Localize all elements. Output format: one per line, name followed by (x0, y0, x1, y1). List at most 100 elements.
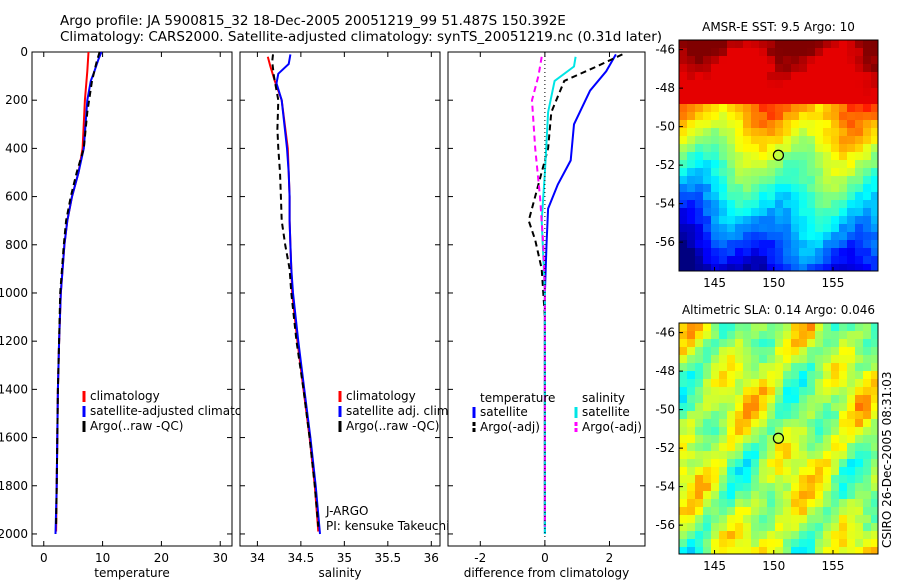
sla_map-cell (719, 451, 727, 459)
sst_map-cell (783, 216, 791, 224)
sla_map-cell (711, 467, 719, 475)
sst_map-cell (791, 120, 799, 128)
sst_map-cell (799, 72, 807, 80)
sla_map-cell (815, 323, 823, 331)
sst_map-cell (863, 240, 871, 248)
sla_map-cell (703, 483, 711, 491)
sla_map-cell (767, 331, 775, 339)
sla_map-cell (823, 547, 831, 554)
sst_map-cell (807, 176, 815, 184)
sla_map-cell (799, 459, 807, 467)
sst_map-cell (871, 56, 878, 64)
sst_map-cell (767, 136, 775, 144)
sla_map-cell (871, 379, 878, 387)
sst_map-cell (743, 184, 751, 192)
sst_map-cell (823, 72, 831, 80)
sst_map-cell (759, 192, 767, 200)
sla_map-cell (855, 371, 863, 379)
sla_map-cell (871, 395, 878, 403)
sst_map-cell (791, 176, 799, 184)
sst_map-cell (703, 128, 711, 136)
sst_map-cell (711, 120, 719, 128)
sst_map-cell (823, 144, 831, 152)
sst_map-cell (751, 240, 759, 248)
sst_map-cell (815, 216, 823, 224)
sla_map-cell (711, 507, 719, 515)
sst_map-cell (815, 256, 823, 264)
sla_map-cell (727, 507, 735, 515)
sst_map-cell (687, 128, 695, 136)
sst_map-cell (679, 192, 687, 200)
sla_map-cell (839, 323, 847, 331)
sla_map-cell (751, 515, 759, 523)
sst_map-cell (855, 144, 863, 152)
sla_map-cell (791, 435, 799, 443)
sst_map-ytick-label: -52 (655, 158, 675, 172)
sst_map-cell (871, 48, 878, 56)
sst_map-cell (839, 176, 847, 184)
salinity-legend-label: Argo(..raw -QC) (346, 419, 439, 433)
sst_map-cell (703, 240, 711, 248)
sla_map-cell (727, 395, 735, 403)
sla_map-cell (679, 451, 687, 459)
sla_map-cell (775, 475, 783, 483)
sst_map-cell (703, 88, 711, 96)
sst_map-cell (839, 80, 847, 88)
sst_map-cell (743, 120, 751, 128)
difference-legend-label-left: Argo(-adj) (480, 420, 540, 434)
sla_map-cell (855, 355, 863, 363)
sla_map-cell (775, 435, 783, 443)
difference-legend-header-salinity: salinity (582, 391, 625, 405)
sst_map-cell (847, 152, 855, 160)
sla_map-cell (743, 523, 751, 531)
sst_map-cell (767, 88, 775, 96)
sst_map-cell (703, 48, 711, 56)
sla_map-cell (831, 443, 839, 451)
sst_map-cell (719, 40, 727, 48)
sla_map-cell (679, 331, 687, 339)
sst_map-cell (799, 152, 807, 160)
sla_map-cell (719, 419, 727, 427)
sla_map-cell (759, 427, 767, 435)
sst_map-cell (855, 264, 863, 271)
sst_map-cell (839, 192, 847, 200)
sst_map-cell (711, 240, 719, 248)
sst_map-cell (783, 64, 791, 72)
sst_map-cell (751, 48, 759, 56)
sla_map-cell (799, 395, 807, 403)
sla_map-cell (703, 459, 711, 467)
sst_map-cell (791, 208, 799, 216)
sla_map-cell (775, 459, 783, 467)
sla_map-cell (847, 435, 855, 443)
sla_map-cell (727, 331, 735, 339)
sst_map-cell (719, 176, 727, 184)
sla_map-cell (743, 467, 751, 475)
sla_map-cell (735, 531, 743, 539)
sst_map-cell (711, 160, 719, 168)
sst_map-cell (751, 128, 759, 136)
sla_map-cell (863, 539, 871, 547)
sla_map-cell (759, 419, 767, 427)
sst_map-cell (695, 232, 703, 240)
sla_map-cell (735, 395, 743, 403)
sla_map-cell (719, 547, 727, 554)
sla_map-cell (743, 355, 751, 363)
sst_map-cell (743, 168, 751, 176)
sla_map-cell (767, 411, 775, 419)
sla_map-cell (871, 339, 878, 347)
temperature-ytick-label: 800 (5, 238, 28, 252)
sst_map-cell (847, 176, 855, 184)
sst_map-cell (839, 240, 847, 248)
sla_map-cell (695, 387, 703, 395)
sla_map-cell (839, 347, 847, 355)
sst_map-cell (791, 48, 799, 56)
sst_map-cell (743, 216, 751, 224)
sla_map-cell (687, 331, 695, 339)
temperature-legend-label: satellite-adjusted climatology (90, 404, 268, 418)
sla_map-cell (807, 531, 815, 539)
sla_map-cell (687, 499, 695, 507)
sla_map-cell (767, 403, 775, 411)
sla_map-cell (815, 395, 823, 403)
sst_map-cell (735, 88, 743, 96)
sla_map-cell (687, 451, 695, 459)
